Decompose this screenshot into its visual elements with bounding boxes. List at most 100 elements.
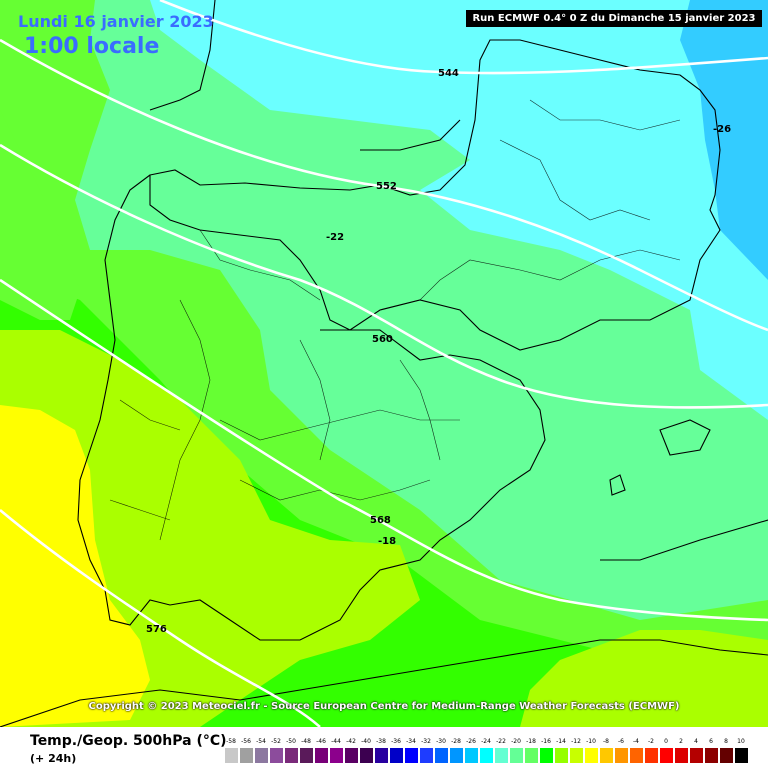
africa-north (600, 519, 768, 561)
scale-swatch (255, 748, 268, 763)
border-9 (399, 359, 441, 461)
scale-swatch (390, 748, 403, 763)
field-yellow (0, 405, 150, 727)
color-scale: -58 -56 -54 -52 -50 -48 -46 -44 -42 -40 -38 -36 -34-… (225, 727, 751, 765)
scale-tick: -48 (301, 738, 311, 745)
scale-tick: -40 (361, 738, 371, 745)
scale-swatch (600, 748, 613, 763)
label-576: 576 (146, 624, 167, 635)
scale-tick: 6 (709, 738, 713, 745)
forecast-date: Lundi 16 janvier 2023 (18, 12, 214, 31)
scale-swatch (300, 748, 313, 763)
scale-tick: -42 (346, 738, 356, 745)
isoline-552 (0, 38, 768, 332)
scale-swatch (735, 748, 748, 763)
border-8 (299, 339, 331, 461)
border-10 (119, 399, 181, 431)
scale-tick: -12 (571, 738, 581, 745)
isoline-568 (0, 278, 768, 622)
label-560: 560 (372, 334, 393, 345)
scale-swatch (570, 748, 583, 763)
scale-swatch (690, 748, 703, 763)
field-cyan (150, 0, 768, 420)
field-lime-africa-east (520, 630, 768, 727)
scale-swatch (615, 748, 628, 763)
scale-swatch (510, 748, 523, 763)
scale-swatch (555, 748, 568, 763)
scale-tick: -30 (436, 738, 446, 745)
parameter-label: Temp./Geop. 500hPa (°C) (30, 733, 227, 749)
scale-swatch (660, 748, 673, 763)
scale-tick: -22 (496, 738, 506, 745)
copyright: Copyright © 2023 Meteociel.fr - Source E… (88, 701, 680, 712)
border-4 (529, 99, 681, 131)
border-11 (109, 499, 171, 521)
field-green-atlantic (0, 110, 80, 320)
africa-coast (0, 639, 768, 727)
scale-swatch (240, 748, 253, 763)
lead-time-label: (+ 24h) (30, 752, 77, 765)
balearic-island (659, 419, 711, 456)
temperature-geopotential-map: 544 552 560 568 576 -26 -22 -18 (0, 0, 768, 727)
scale-tick: -36 (391, 738, 401, 745)
scale-tick: -14 (556, 738, 566, 745)
scale-swatch (285, 748, 298, 763)
scale-swatch (405, 748, 418, 763)
scale-tick: -54 (256, 738, 266, 745)
scale-tick: -26 (466, 738, 476, 745)
label-temp-minus22: -22 (326, 232, 344, 243)
isoline-544 (159, 0, 768, 75)
scale-tick: -38 (376, 738, 386, 745)
iberia-outline (77, 174, 546, 641)
scale-swatch (540, 748, 553, 763)
legend-bar: Temp./Geop. 500hPa (°C) (+ 24h) -58 -56 -5… (0, 727, 768, 768)
scale-tick: -58 (226, 738, 236, 745)
scale-tick: 4 (694, 738, 698, 745)
isolines (0, 0, 768, 727)
scale-tick: -20 (511, 738, 521, 745)
border-7 (239, 479, 431, 501)
scale-tick: -6 (618, 738, 624, 745)
scale-swatch (330, 748, 343, 763)
scale-tick: -10 (586, 738, 596, 745)
field-blue (680, 0, 768, 280)
scale-tick: -18 (526, 738, 536, 745)
france-outline (149, 39, 721, 351)
scale-tick: -44 (331, 738, 341, 745)
label-temp-minus18: -18 (378, 536, 396, 547)
border-6 (219, 409, 460, 441)
uk-coast (149, 0, 216, 111)
scale-tick: -34 (406, 738, 416, 745)
scale-swatch (360, 748, 373, 763)
scale-swatch (375, 748, 388, 763)
scale-swatch (450, 748, 463, 763)
coastlines (0, 0, 768, 727)
border-3 (499, 139, 651, 221)
scale-tick: -46 (316, 738, 326, 745)
label-temp-minus26: -26 (713, 124, 731, 135)
scale-swatch (495, 748, 508, 763)
scale-swatch (270, 748, 283, 763)
label-544: 544 (438, 68, 459, 79)
scale-tick: -28 (451, 738, 461, 745)
channel-coast (360, 119, 461, 151)
scale-tick: -16 (541, 738, 551, 745)
scale-tick: -50 (286, 738, 296, 745)
map-labels: 544 552 560 568 576 -26 -22 -18 (146, 68, 731, 635)
scale-tick: -32 (421, 738, 431, 745)
scale-tick: -4 (633, 738, 639, 745)
scale-tick: 0 (664, 738, 668, 745)
scale-swatch (630, 748, 643, 763)
scale-swatch (675, 748, 688, 763)
scale-swatch (315, 748, 328, 763)
scale-swatch (345, 748, 358, 763)
scale-tick: 2 (679, 738, 683, 745)
scale-swatch (525, 748, 538, 763)
label-568: 568 (370, 515, 391, 526)
scale-tick: -8 (603, 738, 609, 745)
small-island (609, 474, 626, 496)
border-5 (159, 299, 211, 541)
scale-tick: 10 (737, 738, 745, 745)
label-552: 552 (376, 181, 397, 192)
